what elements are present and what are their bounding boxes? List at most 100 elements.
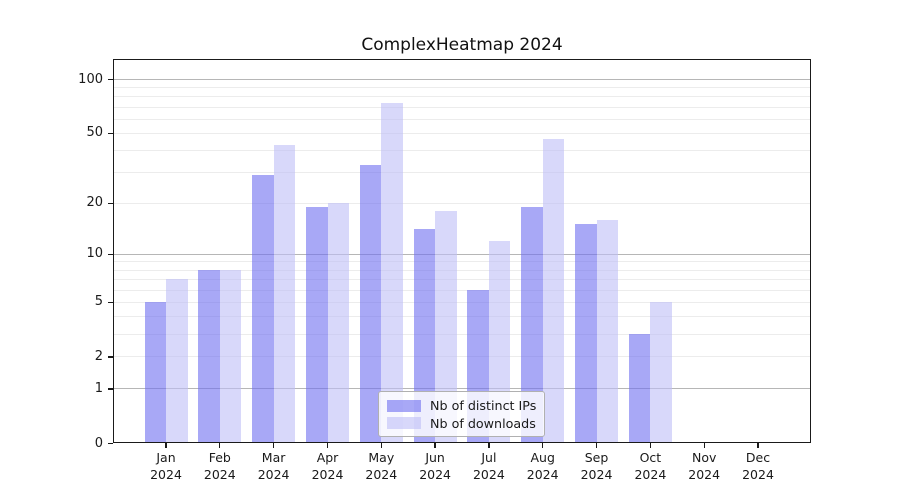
x-tick-month: Jul <box>481 450 497 465</box>
bar-nb-of-downloads-sep <box>596 219 618 443</box>
x-tick-month: Feb <box>208 450 231 465</box>
y-tick-mark <box>108 388 113 390</box>
y-tick-mark <box>108 301 113 304</box>
y-tick-label: 2 <box>94 348 103 364</box>
minor-gridline <box>113 106 811 108</box>
bar-nb-of-downloads-feb <box>219 269 242 443</box>
y-tick-label: 50 <box>86 125 103 141</box>
minor-gridline <box>113 132 811 134</box>
x-tick-label-nov: Nov 2024 <box>677 449 731 483</box>
x-tick-label-jan: Jan 2024 <box>139 449 193 483</box>
x-tick-mark <box>434 443 436 448</box>
bar-nb-of-distinct-ips-apr <box>306 206 328 443</box>
bar-nb-of-downloads-mar <box>273 144 296 443</box>
x-tick-year: 2024 <box>419 467 451 482</box>
x-tick-mark <box>272 443 275 448</box>
major-gridline <box>113 388 811 390</box>
legend-swatch-distinct-ips <box>387 399 421 412</box>
x-tick-year: 2024 <box>634 467 667 482</box>
x-tick-label-jul: Jul 2024 <box>462 449 516 483</box>
minor-gridline <box>113 150 811 152</box>
y-tick-label: 5 <box>94 294 103 310</box>
x-tick-month: Mar <box>261 450 286 465</box>
y-tick-label: 0 <box>94 435 103 451</box>
y-tick-mark <box>108 79 113 81</box>
minor-gridline <box>113 333 811 335</box>
x-tick-label-may: May 2024 <box>354 449 408 483</box>
x-tick-month: May <box>368 450 395 465</box>
x-tick-mark <box>703 443 705 448</box>
x-tick-label-mar: Mar 2024 <box>247 449 301 483</box>
x-tick-label-sep: Sep 2024 <box>570 449 624 483</box>
bar-nb-of-distinct-ips-sep <box>575 224 597 443</box>
x-tick-year: 2024 <box>203 467 236 482</box>
x-tick-mark <box>326 443 329 448</box>
x-tick-label-dec: Dec 2024 <box>731 449 785 483</box>
bar-nb-of-distinct-ips-mar <box>252 174 274 443</box>
x-tick-year: 2024 <box>472 467 505 482</box>
y-tick-mark <box>108 132 113 135</box>
y-tick-label: 100 <box>78 71 103 87</box>
minor-gridline <box>113 87 811 89</box>
minor-gridline <box>113 118 811 120</box>
x-tick-label-feb: Feb 2024 <box>193 449 247 483</box>
legend-item-distinct-ips: Nb of distinct IPs <box>387 397 537 415</box>
legend-item-downloads: Nb of downloads <box>387 415 537 433</box>
y-tick-mark <box>108 356 113 358</box>
minor-gridline <box>113 172 811 174</box>
bar-nb-of-downloads-may <box>381 102 403 443</box>
x-tick-label-oct: Oct 2024 <box>623 449 677 483</box>
legend-swatch-downloads <box>387 417 421 430</box>
x-tick-year: 2024 <box>365 467 398 482</box>
x-tick-mark <box>542 443 544 448</box>
y-tick-label: 1 <box>94 380 103 396</box>
y-tick-label: 10 <box>86 246 103 262</box>
x-tick-year: 2024 <box>526 467 559 482</box>
legend-label-distinct-ips: Nb of distinct IPs <box>430 398 537 414</box>
minor-gridline <box>113 356 811 358</box>
x-tick-mark <box>219 443 221 448</box>
x-tick-month: Oct <box>639 450 662 465</box>
plot-frame <box>113 59 811 443</box>
x-tick-mark <box>649 443 652 448</box>
minor-gridline <box>113 289 811 291</box>
bar-nb-of-distinct-ips-jan <box>144 301 166 443</box>
x-tick-year: 2024 <box>742 467 774 482</box>
chart-title: ComplexHeatmap 2024 <box>361 35 563 55</box>
x-tick-month: Apr <box>316 450 339 465</box>
x-tick-mark <box>488 443 490 448</box>
x-tick-mark <box>595 443 598 448</box>
minor-gridline <box>113 279 811 280</box>
bar-nb-of-distinct-ips-aug <box>521 206 543 443</box>
x-tick-year: 2024 <box>311 467 344 482</box>
bar-nb-of-distinct-ips-may <box>359 164 382 443</box>
bar-nb-of-distinct-ips-oct <box>628 333 651 443</box>
x-tick-mark <box>757 443 759 448</box>
x-tick-month: Dec <box>745 450 771 465</box>
legend-label-downloads: Nb of downloads <box>430 415 536 431</box>
bar-nb-of-downloads-apr <box>327 202 349 443</box>
minor-gridline <box>113 202 811 204</box>
bar-nb-of-downloads-jun <box>435 210 457 443</box>
x-tick-mark <box>165 443 167 448</box>
x-tick-label-jun: Jun 2024 <box>408 449 462 483</box>
y-tick-mark <box>108 202 113 205</box>
x-tick-month: Aug <box>530 450 555 465</box>
x-tick-month: Jan <box>156 450 176 465</box>
x-tick-month: Jun <box>425 450 445 465</box>
minor-gridline <box>113 316 811 318</box>
x-tick-month: Nov <box>691 450 717 465</box>
minor-gridline <box>113 301 811 303</box>
x-tick-year: 2024 <box>257 467 290 482</box>
y-tick-mark <box>108 253 113 256</box>
bar-nb-of-downloads-oct <box>650 301 672 443</box>
x-tick-month: Sep <box>584 450 609 465</box>
minor-gridline <box>113 261 811 263</box>
x-tick-year: 2024 <box>150 467 182 482</box>
major-gridline <box>113 253 811 255</box>
x-tick-year: 2024 <box>580 467 613 482</box>
x-tick-label-aug: Aug 2024 <box>516 449 570 483</box>
x-tick-mark <box>380 443 382 448</box>
x-tick-label-apr: Apr 2024 <box>301 449 355 483</box>
